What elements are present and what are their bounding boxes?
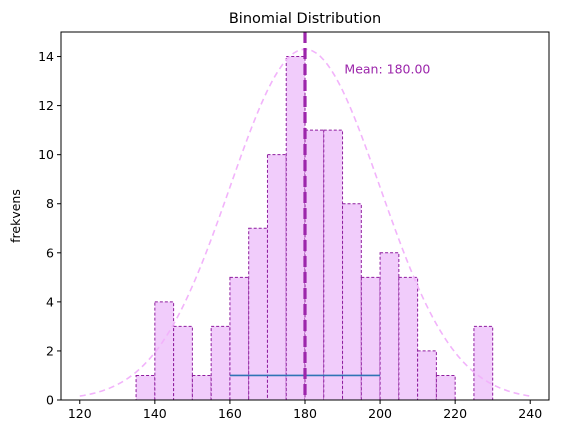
histogram-bar [229,276,250,401]
y-tick-label: 2 [46,343,54,358]
histogram-bar [398,276,419,401]
histogram-bar [135,374,156,401]
y-tick-label: 14 [38,49,54,64]
histogram-bar [248,227,268,401]
histogram-bar [285,56,306,401]
histogram-bar [360,276,381,401]
y-tick-label: 10 [38,147,54,162]
y-axis-label: frekvens [8,189,23,243]
x-tick-label: 160 [218,406,242,421]
y-axis-ticks: 0 2 4 6 8 10 12 14 [38,49,61,408]
chart-title: Binomial Distribution [229,11,381,27]
histogram-bar [210,325,231,401]
histogram-bars [135,56,494,401]
mean-annotation: Mean: 180.00 [344,61,430,76]
histogram-bar [154,301,175,401]
histogram-bar [323,129,344,401]
histogram-bar [304,129,325,401]
x-tick-label: 180 [293,406,317,421]
y-tick-label: 6 [46,245,54,260]
y-tick-label: 8 [46,196,54,211]
x-axis-ticks: 120 140 160 180 200 220 240 [68,400,542,421]
x-tick-label: 140 [143,406,167,421]
histogram-bar [191,374,212,401]
histogram-bar [266,154,287,401]
histogram-bar [473,325,494,401]
histogram-bar [435,374,456,401]
y-tick-label: 12 [38,98,54,113]
histogram-bar [173,325,193,401]
x-tick-label: 220 [443,406,467,421]
x-tick-label: 120 [68,406,92,421]
histogram-bar [342,203,362,401]
histogram-bar [379,252,400,401]
y-tick-label: 4 [46,294,54,309]
y-tick-label: 0 [46,393,54,408]
histogram-bar [417,350,437,401]
x-tick-label: 200 [368,406,392,421]
x-tick-label: 240 [518,406,542,421]
